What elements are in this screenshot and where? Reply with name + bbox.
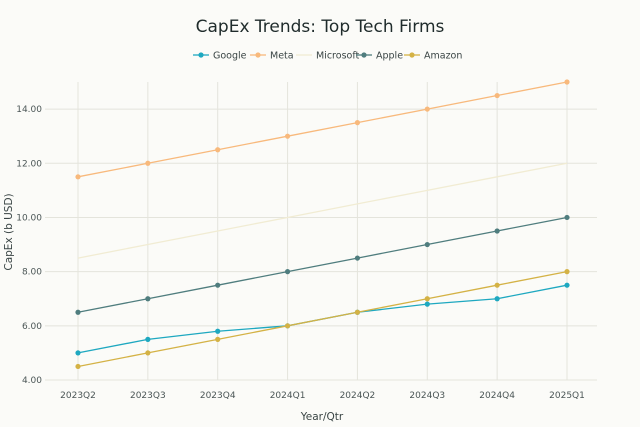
x-axis-title: Year/Qtr <box>300 411 344 423</box>
data-point <box>75 363 81 370</box>
y-tick-label: 6.00 <box>22 322 42 332</box>
x-tick-label: 2023Q2 <box>60 391 96 401</box>
data-point <box>424 301 430 307</box>
legend-item: Apple <box>356 51 403 62</box>
legend: Google Meta Microsoft Apple Amazon <box>193 51 462 62</box>
y-tick-label: 10.00 <box>16 213 42 223</box>
legend-item: Amazon <box>404 51 462 62</box>
data-point <box>564 282 570 288</box>
y-tick-label: 8.00 <box>22 268 42 278</box>
legend-swatch-marker <box>361 52 367 58</box>
legend-label: Google <box>213 51 247 62</box>
y-tick-label: 14.00 <box>16 105 42 115</box>
data-point <box>145 350 151 356</box>
legend-swatch-marker <box>409 52 415 58</box>
data-point <box>424 296 430 302</box>
data-point <box>354 120 361 126</box>
legend-label: Amazon <box>424 51 462 62</box>
series-apple <box>75 214 570 315</box>
series-amazon <box>75 269 570 370</box>
data-point <box>494 228 500 234</box>
series-line <box>77 162 568 259</box>
series-microsoft <box>77 162 568 259</box>
series-line <box>77 216 568 313</box>
data-point <box>564 214 570 221</box>
legend-item: Google <box>193 51 247 62</box>
data-point <box>494 282 500 288</box>
x-tick-label: 2024Q2 <box>340 391 376 401</box>
legend-label: Meta <box>270 51 294 62</box>
legend-label: Apple <box>376 51 403 62</box>
data-point <box>284 133 291 139</box>
x-tick-label: 2025Q1 <box>549 391 585 401</box>
data-point <box>284 323 291 329</box>
legend-item: Microsoft <box>296 51 360 62</box>
data-point <box>215 336 221 342</box>
data-point <box>424 241 430 248</box>
y-tick-label: 12.00 <box>16 159 42 169</box>
y-tick-label: 4.00 <box>22 376 42 386</box>
data-point <box>215 282 221 288</box>
x-tick-label: 2024Q4 <box>479 391 515 401</box>
data-point <box>354 309 361 315</box>
data-point <box>424 106 430 112</box>
data-point <box>494 92 500 99</box>
x-tick-label: 2023Q3 <box>130 391 166 401</box>
data-point <box>75 350 81 356</box>
data-point <box>564 79 570 85</box>
data-point <box>284 269 291 275</box>
axis-labels: 2023Q2 2023Q3 2023Q4 2024Q1 2024Q2 2024Q3 2024… <box>16 105 585 401</box>
legend-item: Meta <box>250 51 294 62</box>
grid <box>45 82 597 381</box>
data-point <box>75 309 81 315</box>
legend-swatch-marker <box>198 52 204 58</box>
data-point <box>215 328 221 334</box>
data-point <box>215 147 221 153</box>
data-point <box>145 336 151 342</box>
data-point <box>145 296 151 302</box>
x-tick-label: 2023Q4 <box>200 391 236 401</box>
data-point <box>494 296 500 302</box>
chart-title: CapEx Trends: Top Tech Firms <box>196 17 445 37</box>
x-tick-label: 2024Q3 <box>409 391 445 401</box>
series-line <box>77 81 568 178</box>
data-point <box>564 269 570 275</box>
series-line <box>77 270 568 368</box>
data-point <box>145 160 151 166</box>
legend-label: Microsoft <box>316 51 360 62</box>
series-meta <box>75 79 570 180</box>
data-point <box>354 255 361 261</box>
series-layer <box>75 79 570 370</box>
y-axis-title: CapEx (b USD) <box>3 193 15 270</box>
x-tick-label: 2024Q1 <box>270 391 306 401</box>
legend-swatch-marker <box>255 52 261 58</box>
data-point <box>75 174 81 180</box>
